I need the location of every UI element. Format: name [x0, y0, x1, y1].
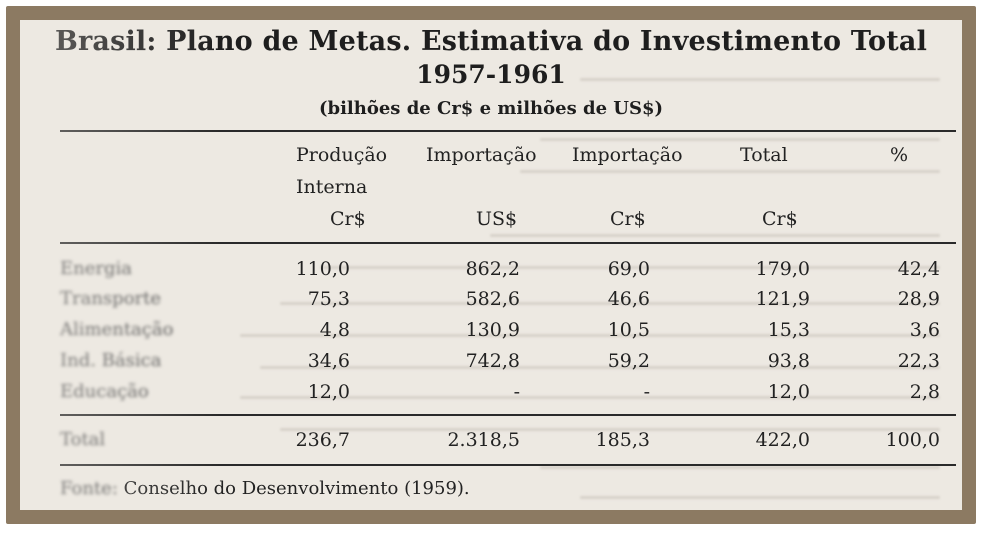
top-rule — [60, 130, 956, 132]
bottom-rule — [60, 464, 956, 466]
cell-total: 422,0 — [755, 429, 810, 451]
cell-total: 121,9 — [755, 288, 810, 310]
cell-importacao-us: 2.318,5 — [447, 429, 520, 451]
header-producao: Produção — [296, 144, 388, 166]
bleed-through-text — [20, 20, 962, 510]
unit-importacao-us: US$ — [476, 208, 518, 230]
source-label: Fonte: — [60, 478, 118, 499]
cell-producao: 4,8 — [319, 319, 350, 341]
cell-importacao-cr: 185,3 — [595, 429, 650, 451]
header-rule — [60, 242, 956, 244]
scanned-page: Brasil: Plano de Metas. Estimativa do In… — [20, 20, 962, 510]
table-title: Brasil: Plano de Metas. Estimativa do In… — [54, 26, 928, 57]
photo-frame: Brasil: Plano de Metas. Estimativa do In… — [6, 6, 976, 524]
table-units: (bilhões de Cr$ e milhões de US$) — [318, 98, 664, 119]
source-note: Fonte: Conselho do Desenvolvimento (1959… — [60, 478, 470, 499]
cell-importacao-us: 582,6 — [465, 288, 520, 310]
cell-percent: 28,9 — [897, 288, 940, 310]
cell-producao: 12,0 — [307, 381, 350, 403]
cell-total: 93,8 — [767, 350, 810, 372]
row-label: Energia — [60, 258, 132, 279]
row-label: Total — [60, 429, 106, 450]
source-text: Conselho do Desenvolvimento (1959). — [123, 478, 470, 499]
row-label: Ind. Básica — [60, 350, 162, 371]
cell-importacao-us: 130,9 — [465, 319, 520, 341]
header-importacao-cr: Importação — [572, 144, 683, 166]
row-label: Transporte — [60, 288, 162, 309]
header-importacao-us: Importação — [426, 144, 537, 166]
cell-total: 15,3 — [767, 319, 810, 341]
cell-importacao-us: 862,2 — [465, 258, 520, 280]
total-rule — [60, 414, 956, 416]
cell-producao: 236,7 — [295, 429, 350, 451]
table-period: 1957-1961 — [416, 60, 566, 89]
unit-importacao-cr: Cr$ — [610, 208, 646, 230]
row-label: Educação — [60, 381, 149, 402]
cell-total: 179,0 — [755, 258, 810, 280]
cell-importacao-cr: 59,2 — [607, 350, 650, 372]
unit-total: Cr$ — [762, 208, 798, 230]
header-percent: % — [890, 144, 909, 166]
cell-importacao-cr: - — [643, 381, 650, 403]
unit-producao: Cr$ — [330, 208, 366, 230]
cell-importacao-cr: 46,6 — [607, 288, 650, 310]
row-label: Alimentação — [60, 319, 174, 340]
cell-producao: 75,3 — [307, 288, 350, 310]
cell-importacao-us: 742,8 — [465, 350, 520, 372]
cell-importacao-cr: 10,5 — [607, 319, 650, 341]
cell-importacao-us: - — [513, 381, 520, 403]
cell-percent: 22,3 — [897, 350, 940, 372]
cell-producao: 110,0 — [295, 258, 350, 280]
header-interna: Interna — [296, 176, 368, 198]
cell-importacao-cr: 69,0 — [607, 258, 650, 280]
cell-percent: 42,4 — [897, 258, 940, 280]
cell-percent: 2,8 — [909, 381, 940, 403]
cell-producao: 34,6 — [307, 350, 350, 372]
cell-total: 12,0 — [767, 381, 810, 403]
cell-percent: 100,0 — [885, 429, 940, 451]
header-total: Total — [740, 144, 788, 166]
cell-percent: 3,6 — [909, 319, 940, 341]
